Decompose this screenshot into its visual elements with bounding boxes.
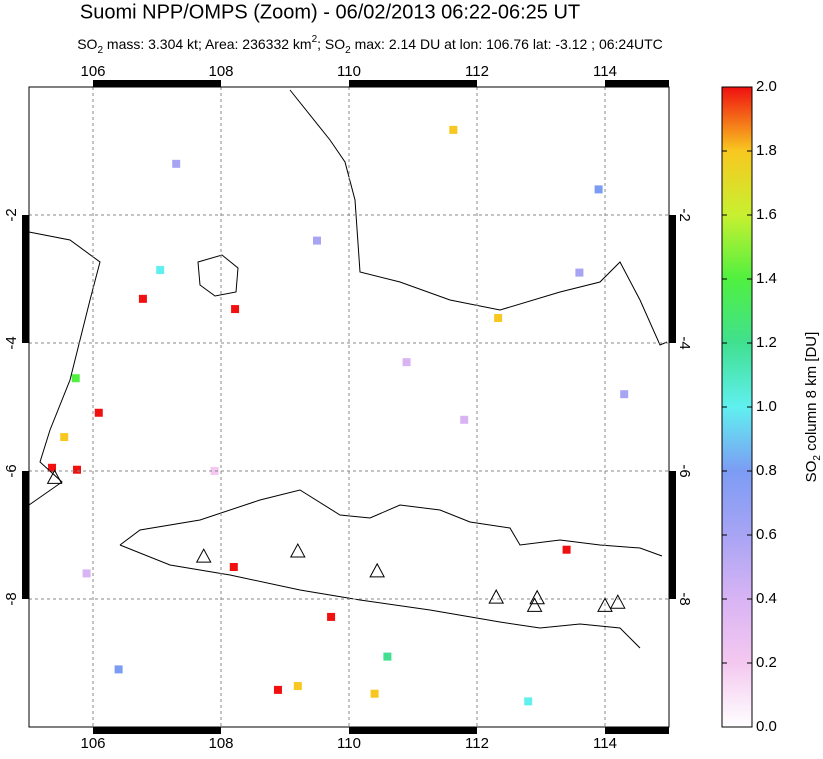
so2-pixel xyxy=(94,408,103,417)
label-text: ; SO xyxy=(317,36,345,52)
script-text: 2 xyxy=(345,45,351,56)
so2-pixel xyxy=(293,682,302,691)
so2-pixel xyxy=(172,159,181,168)
x-tick-label: 110 xyxy=(337,63,361,80)
chart-title: Suomi NPP/OMPS (Zoom) - 06/02/2013 06:22… xyxy=(80,1,580,23)
coastline xyxy=(119,489,663,557)
x-tick-label: 108 xyxy=(208,735,233,752)
volcano xyxy=(46,469,63,484)
colorbar-tick-label: 2.0 xyxy=(756,78,777,95)
so2-pixel xyxy=(402,358,411,367)
y-tick-label: -8 xyxy=(676,592,693,605)
frame-bar xyxy=(349,80,477,87)
label-text: max: 2.14 DU at lon: 106.76 lat: -3.12 ;… xyxy=(351,36,663,52)
so2-pixel xyxy=(524,697,533,706)
y-tick-label: -4 xyxy=(3,336,20,349)
coastline xyxy=(119,544,641,649)
x-tick-label: 114 xyxy=(593,735,617,752)
colorbar-tick-label: 1.0 xyxy=(756,398,777,415)
label-text: mass: 3.304 kt; Area: 236332 km xyxy=(103,36,312,52)
y-tick-label: -2 xyxy=(3,208,20,221)
colorbar-tick-label: 1.6 xyxy=(756,206,777,223)
script-text: 2 xyxy=(312,34,318,45)
so2-pixel xyxy=(620,390,629,399)
so2-pixel xyxy=(594,185,603,194)
x-tick-label: 112 xyxy=(465,735,489,752)
colorbar-tick-label: 0.8 xyxy=(756,462,777,479)
colorbar-tick-label: 0.4 xyxy=(756,590,777,607)
so2-pixel xyxy=(575,268,584,277)
x-tick-label: 114 xyxy=(593,63,617,80)
frame-bar xyxy=(349,727,477,734)
x-tick-label: 110 xyxy=(337,735,361,752)
y-tick-label: -4 xyxy=(676,336,693,349)
so2-pixel xyxy=(562,545,571,554)
coastline xyxy=(197,254,239,297)
frame-bar xyxy=(22,471,29,599)
so2-pixel xyxy=(156,266,165,275)
grid xyxy=(29,87,669,727)
colorbar-tick-label: 0.6 xyxy=(756,526,777,543)
so2-pixel xyxy=(48,463,57,472)
frame-bar xyxy=(605,727,669,734)
x-tick-label: 112 xyxy=(465,63,489,80)
pixel-layer xyxy=(48,125,629,706)
so2-pixel xyxy=(138,294,147,303)
volcano xyxy=(609,594,626,609)
so2-pixel xyxy=(210,467,219,475)
script-text: 2 xyxy=(812,455,823,461)
so2-pixel xyxy=(460,415,469,424)
so2-pixel xyxy=(82,569,91,578)
volcano xyxy=(597,597,613,612)
volcano xyxy=(289,542,306,558)
colorbar-tick-label: 0.0 xyxy=(756,718,777,735)
y-tick-label: -6 xyxy=(3,464,20,477)
coastline xyxy=(28,231,101,506)
label-text: SO xyxy=(77,36,97,52)
y-tick-label: -6 xyxy=(676,464,693,477)
frame-bar xyxy=(22,215,29,343)
frame-bar xyxy=(605,80,669,87)
coastlines xyxy=(28,89,668,649)
so2-pixel xyxy=(370,689,379,698)
volcano xyxy=(488,589,505,604)
x-tick-label: 108 xyxy=(208,63,233,80)
frame-bar xyxy=(669,215,676,343)
label-text: column 8 km [DU] xyxy=(803,332,820,455)
x-tick-label: 106 xyxy=(80,735,105,752)
colorbar-tick-label: 1.2 xyxy=(756,334,777,351)
colorbar-tick-label: 1.8 xyxy=(756,142,777,159)
so2-pixel xyxy=(383,652,392,661)
colorbar-tick-label: 1.4 xyxy=(756,270,777,287)
colorbar-tick-label: 0.2 xyxy=(756,654,777,671)
so2-pixel xyxy=(231,305,240,314)
colorbar-label: SO2 column 8 km [DU] xyxy=(803,332,823,483)
label-text: SO xyxy=(803,461,820,483)
volcano xyxy=(369,562,385,578)
script-text: 2 xyxy=(97,45,103,56)
y-tick-label: -8 xyxy=(3,592,20,605)
volcano xyxy=(526,597,543,612)
so2-pixel xyxy=(327,612,336,621)
so2-pixel xyxy=(273,685,282,694)
frame-bar xyxy=(93,80,221,87)
so2-pixel xyxy=(313,236,321,245)
frame-bar xyxy=(93,727,221,734)
so2-pixel xyxy=(71,374,80,383)
coastline xyxy=(289,89,668,346)
so2-pixel xyxy=(494,314,503,323)
so2-pixel xyxy=(60,433,69,442)
frame-bar xyxy=(669,471,676,599)
so2-pixel xyxy=(229,563,238,571)
subtitle: SO2 mass: 3.304 kt; Area: 236332 km2; SO… xyxy=(77,34,663,56)
volcano xyxy=(195,548,212,563)
so2-pixel xyxy=(114,665,123,674)
y-tick-label: -2 xyxy=(676,208,693,221)
so2-pixel xyxy=(73,465,81,474)
so2-pixel xyxy=(449,125,458,134)
x-tick-label: 106 xyxy=(80,63,105,80)
